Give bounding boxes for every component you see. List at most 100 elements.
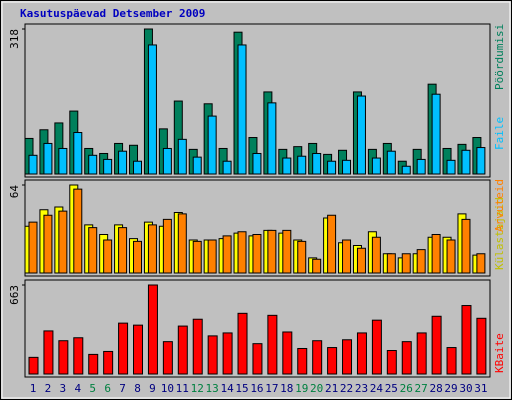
x-tick-label: 19 xyxy=(295,382,308,395)
bar xyxy=(177,325,188,375)
bar xyxy=(327,160,337,175)
x-tick-label: 25 xyxy=(385,382,398,395)
bar xyxy=(28,154,38,175)
x-tick-label: 9 xyxy=(149,382,156,395)
bar xyxy=(207,239,217,274)
bar xyxy=(431,234,441,274)
y-tick-label: 663 xyxy=(8,285,21,305)
bar xyxy=(118,322,129,375)
bar xyxy=(371,319,382,375)
bar xyxy=(28,221,38,274)
bar xyxy=(222,160,232,175)
bar xyxy=(252,234,262,274)
bar xyxy=(386,350,397,375)
bar xyxy=(312,258,322,274)
legend-label: Külastajaid xyxy=(493,197,506,270)
x-tick-label: 6 xyxy=(104,382,111,395)
x-tick-label: 23 xyxy=(355,382,368,395)
x-tick-label: 17 xyxy=(265,382,278,395)
x-tick-label: 30 xyxy=(459,382,472,395)
bar xyxy=(476,253,486,274)
bar xyxy=(416,249,426,274)
bar xyxy=(401,341,412,375)
bar xyxy=(162,218,172,274)
bar xyxy=(461,218,471,274)
bar xyxy=(401,165,411,175)
x-tick-label: 27 xyxy=(415,382,428,395)
bar xyxy=(73,337,84,375)
bar xyxy=(461,149,471,175)
bar xyxy=(386,150,396,175)
bar xyxy=(88,353,99,375)
x-tick-label: 2 xyxy=(45,382,52,395)
bar xyxy=(416,158,426,175)
bar xyxy=(297,240,307,274)
x-tick-label: 26 xyxy=(400,382,413,395)
legend-label: Pöördumisi xyxy=(493,24,506,90)
bar xyxy=(73,132,83,175)
x-tick-label: 10 xyxy=(161,382,174,395)
bar xyxy=(297,155,307,175)
bar xyxy=(371,157,381,175)
x-tick-label: 8 xyxy=(134,382,141,395)
bar xyxy=(103,239,113,274)
x-tick-label: 7 xyxy=(119,382,126,395)
x-tick-label: 15 xyxy=(235,382,248,395)
x-tick-label: 28 xyxy=(429,382,442,395)
bar xyxy=(431,93,441,175)
x-tick-label: 3 xyxy=(60,382,67,395)
legend-label: KBaite xyxy=(493,333,506,373)
bar xyxy=(371,236,381,274)
bar xyxy=(147,224,157,274)
bar xyxy=(177,213,187,274)
x-tick-label: 18 xyxy=(280,382,293,395)
bar xyxy=(282,157,292,175)
bar xyxy=(103,158,113,175)
bar xyxy=(88,227,98,274)
bar xyxy=(133,240,143,274)
bar xyxy=(401,253,411,274)
x-tick-label: 14 xyxy=(220,382,234,395)
bar xyxy=(252,152,262,175)
bar xyxy=(267,102,277,175)
bar xyxy=(476,147,486,175)
bar xyxy=(73,188,83,274)
bar xyxy=(267,229,277,274)
bar xyxy=(327,347,338,375)
bar xyxy=(222,332,233,375)
bar xyxy=(43,214,53,274)
y-tick-label: 318 xyxy=(8,29,21,49)
y-tick-label: 64 xyxy=(8,185,21,199)
bar xyxy=(103,350,114,375)
bar xyxy=(476,317,487,375)
bar xyxy=(43,330,54,375)
bar xyxy=(58,340,69,375)
x-tick-label: 11 xyxy=(176,382,189,395)
bar xyxy=(312,152,322,175)
bar xyxy=(207,335,218,375)
bar xyxy=(222,235,232,274)
bar xyxy=(446,239,456,274)
bar xyxy=(446,347,457,375)
bar xyxy=(267,314,278,375)
bar xyxy=(342,339,353,375)
bar xyxy=(192,318,203,375)
bar xyxy=(162,147,172,175)
bar xyxy=(446,159,456,175)
bar xyxy=(118,150,128,175)
bar xyxy=(192,156,202,175)
bar xyxy=(342,239,352,274)
bar xyxy=(147,44,157,175)
bar xyxy=(237,312,248,375)
bar xyxy=(133,324,144,375)
bar xyxy=(58,147,68,175)
bar xyxy=(356,247,366,274)
bar xyxy=(118,227,128,274)
bar xyxy=(237,44,247,175)
x-tick-label: 20 xyxy=(310,382,323,395)
x-tick-label: 1 xyxy=(30,382,37,395)
bar xyxy=(147,284,158,375)
x-tick-label: 5 xyxy=(89,382,96,395)
